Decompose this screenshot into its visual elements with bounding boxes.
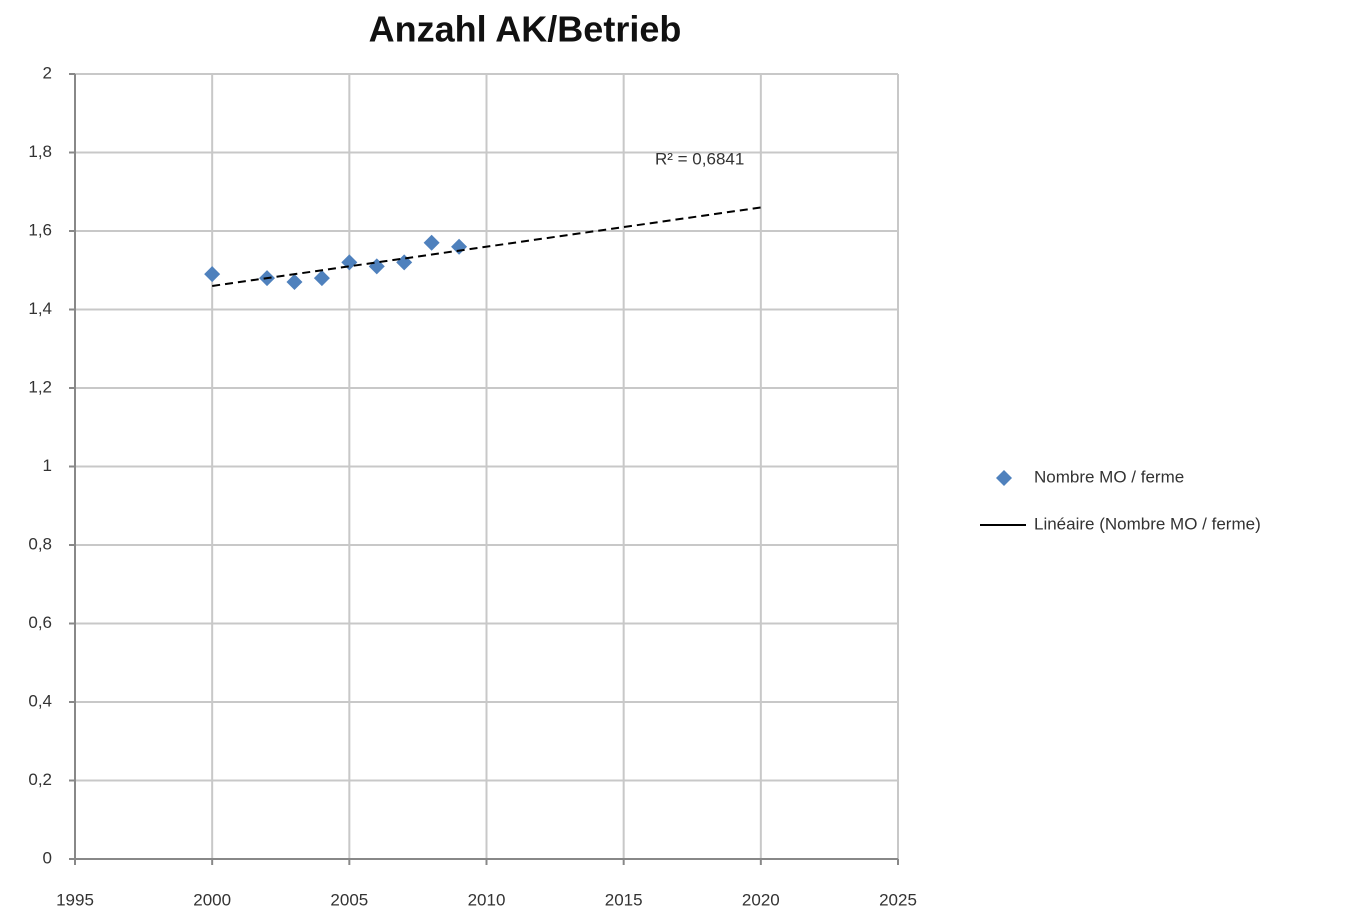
y-tick-label: 1,6 [28,220,52,239]
legend-marker [996,470,1012,486]
y-tick-label: 0,8 [28,534,52,553]
y-tick-label: 0,4 [28,691,52,710]
x-tick-label: 2010 [468,890,506,909]
y-tick-label: 0,2 [28,770,52,789]
point [451,238,468,255]
x-tick-label: 2015 [605,890,643,909]
x-tick-label: 2020 [742,890,780,909]
y-tick-label: 0,6 [28,613,52,632]
trend-line [212,206,761,287]
y-tick-label: 1,8 [28,142,52,161]
chart-title: Anzahl AK/Betrieb [369,9,682,50]
legend-label: Nombre MO / ferme [1034,467,1184,486]
y-tick-label: 1,4 [28,299,52,318]
y-tick-label: 1 [43,456,52,475]
y-tick-label: 0 [43,848,52,867]
point [423,234,440,251]
y-tick-label: 1,2 [28,377,52,396]
annotation: R² = 0,6841 [655,149,744,168]
x-tick-label: 2000 [193,890,231,909]
x-tick-label: 1995 [56,890,94,909]
y-tick-label: 2 [43,63,52,82]
point [313,270,330,287]
x-tick-label: 2025 [879,890,917,909]
x-tick-label: 2005 [330,890,368,909]
point [204,266,221,283]
legend-label: Linéaire (Nombre MO / ferme) [1034,514,1261,533]
point [286,274,303,291]
